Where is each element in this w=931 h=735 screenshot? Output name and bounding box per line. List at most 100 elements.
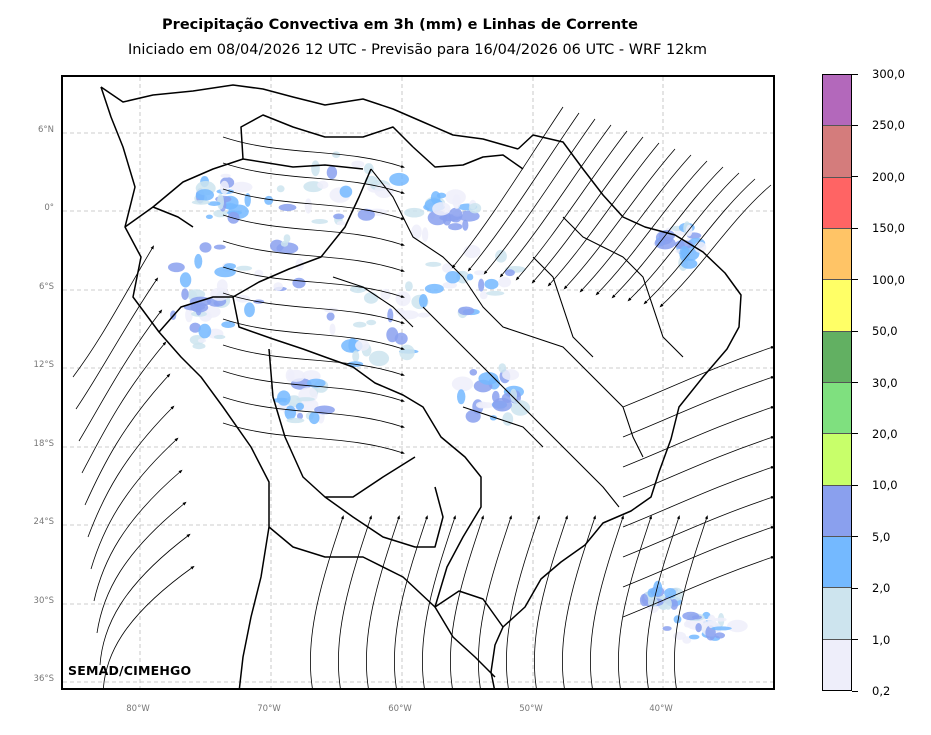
colorbar-label: 150,0 (872, 221, 905, 236)
precipitation-cell (484, 278, 499, 290)
precipitation-cell (474, 270, 486, 276)
precipitation-cell (458, 306, 475, 316)
lat-label: 6°N (37, 125, 54, 135)
streamline (478, 515, 512, 688)
precipitation-cell (662, 626, 672, 631)
precipitation-cell (418, 294, 428, 308)
precipitation-cell (432, 202, 451, 216)
precipitation-areas (168, 151, 748, 644)
precipitation-cell (492, 397, 512, 412)
precipitation-cell (185, 307, 193, 323)
precipitation-cell (424, 283, 444, 294)
colorbar-tick (852, 227, 858, 229)
streamline (90, 437, 179, 570)
precipitation-cell (411, 224, 422, 240)
lon-label: 80°W (126, 704, 150, 714)
precipitation-cell (339, 185, 353, 198)
precipitation-cell (273, 282, 283, 291)
precipitation-cell (351, 160, 365, 168)
precipitation-cell (352, 350, 360, 363)
precipitation-cell (478, 278, 485, 292)
map-panel (61, 75, 775, 690)
precipitation-cell (230, 181, 253, 193)
streamline (622, 436, 773, 498)
streamline (394, 515, 428, 688)
streamline (515, 130, 628, 281)
precipitation-cell (466, 273, 474, 281)
colorbar-tick (852, 73, 858, 75)
colorbar-tick (852, 484, 858, 486)
streamline (531, 136, 644, 284)
precipitation-cell (457, 389, 466, 405)
brazil-state-borders (332, 168, 684, 508)
streamline (467, 112, 580, 272)
pacific-coastline (100, 86, 270, 688)
precipitation-cell (198, 323, 212, 339)
precipitation-cell (495, 249, 507, 263)
precipitation-cell (451, 376, 474, 392)
precipitation-cell (442, 281, 457, 289)
precipitation-cell (448, 207, 463, 223)
colorbar-segment (823, 639, 851, 690)
lat-label: 30°S (33, 596, 54, 606)
argentina-border (268, 526, 436, 608)
precipitation-cell (217, 194, 224, 210)
brazil-border (232, 168, 496, 678)
precipitation-cell (368, 350, 390, 367)
precipitation-cell (283, 234, 291, 243)
precipitation-cell (213, 209, 228, 218)
precipitation-cell (304, 198, 312, 214)
streamline (310, 515, 344, 688)
precipitation-cell (404, 207, 425, 218)
streamline (563, 148, 676, 290)
precipitation-cell (220, 173, 231, 178)
precipitation-cell (498, 276, 512, 288)
streamline (222, 344, 405, 376)
streamline (595, 160, 708, 296)
streamline (451, 106, 564, 269)
precipitation-cell (287, 369, 306, 382)
precipitation-cell (469, 369, 478, 376)
streamline (222, 422, 405, 454)
precipitation-cell (477, 402, 495, 409)
colorbar-segment (823, 228, 851, 281)
precipitation-cell (353, 321, 367, 328)
precipitation-cell (639, 593, 649, 607)
streamline (622, 376, 773, 438)
streamline (643, 178, 756, 305)
colorbar-tick (852, 176, 858, 178)
colorbar-tick (852, 330, 858, 332)
ecuador-border (124, 206, 194, 228)
precipitation-cell (286, 417, 305, 424)
credit-label: SEMAD/CIMEHGO (68, 663, 192, 678)
colorbar-tick (852, 433, 858, 435)
lat-label: 6°S (38, 282, 54, 292)
streamline (674, 515, 708, 688)
colorbar-label: 10,0 (872, 478, 898, 493)
colorbar-tick (852, 279, 858, 281)
precipitation-cell (653, 580, 663, 597)
streamline (534, 515, 568, 688)
streamline (99, 533, 191, 666)
streamline (483, 118, 596, 275)
colorbar-label: 250,0 (872, 118, 905, 133)
precipitation-cell (425, 261, 442, 267)
guianas-border (412, 146, 524, 170)
precipitation-cell (296, 397, 315, 402)
precipitation-cell (679, 245, 690, 262)
precipitation-cell (199, 242, 212, 253)
streamline (72, 245, 155, 378)
precipitation-cell (673, 615, 682, 624)
precipitation-cell (329, 323, 336, 335)
precipitation-cell (333, 213, 345, 220)
streamlines (72, 106, 773, 688)
colorbar-segment (823, 177, 851, 229)
lon-label: 50°W (519, 704, 543, 714)
precipitation-cell (292, 277, 306, 289)
lat-label: 18°S (33, 439, 54, 449)
streamline (93, 469, 183, 602)
colorbar-label: 50,0 (872, 324, 898, 339)
streamline (622, 526, 773, 588)
colorbar-label: 20,0 (872, 426, 898, 441)
precipitation-cell (194, 253, 203, 269)
